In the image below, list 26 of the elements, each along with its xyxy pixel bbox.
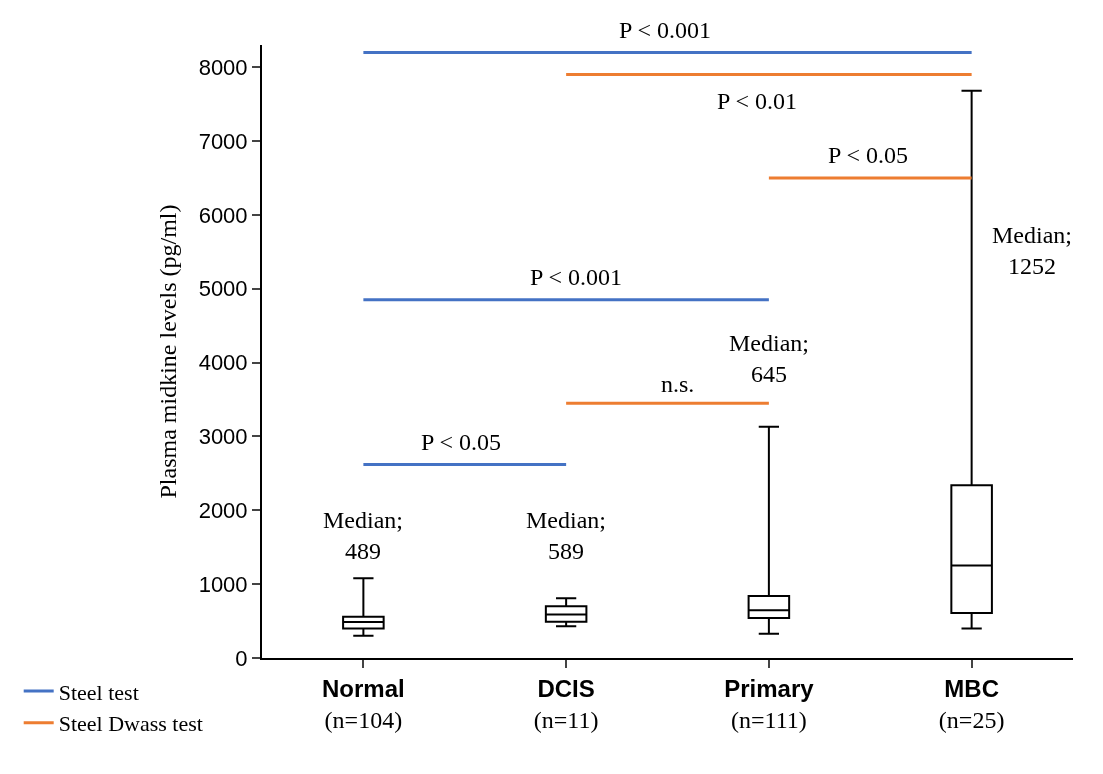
y-tick-label: 3000 [198,424,248,450]
annotation: P < 0.05 [421,429,501,455]
y-tick-label: 2000 [198,497,248,523]
y-tick-label: 8000 [198,54,248,80]
legend-label: Steel test [58,679,139,705]
y-axis-title: Plasma midkine levels (pg/ml) [155,204,182,499]
annotation: Median; 645 [729,330,809,388]
annotation: P < 0.001 [530,264,622,290]
x-tick-label: MBC (n=25) [938,674,1005,733]
annotation: n.s. [661,371,695,397]
annotation: P < 0.05 [828,142,908,168]
annotation: Median; 589 [526,507,606,565]
text: P < 0.001 [619,17,711,43]
x-tick-label: DCIS (n=11) [533,674,599,733]
y-tick-label: 6000 [198,202,248,228]
x-tick-label: Normal (n=104) [322,674,405,733]
annotation: Median; 1252 [992,222,1072,280]
y-tick-label: 4000 [198,350,248,376]
y-tick-label: 1000 [198,571,248,597]
annotation: P < 0.01 [717,88,797,114]
y-tick-label: 7000 [198,128,248,154]
annotation: Median; 489 [323,507,403,565]
legend-label: Steel Dwass test [58,711,203,737]
y-tick-label: 0 [235,645,248,671]
x-tick-label: Primary (n=111) [724,674,815,733]
y-tick-label: 5000 [198,276,248,302]
